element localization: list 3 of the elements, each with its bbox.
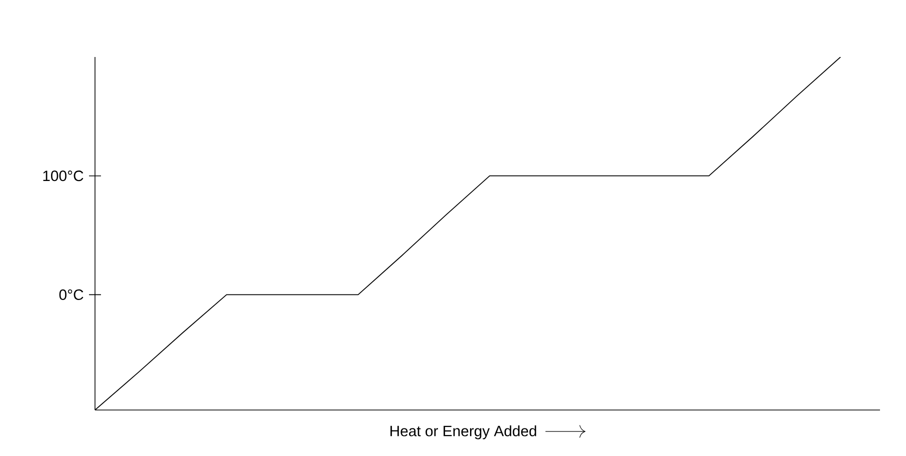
y-tick-label: 0°C [59, 289, 84, 300]
y-tick-label: 100°C [43, 170, 84, 182]
x-axis-title: Heat or Energy Added [390, 425, 536, 440]
